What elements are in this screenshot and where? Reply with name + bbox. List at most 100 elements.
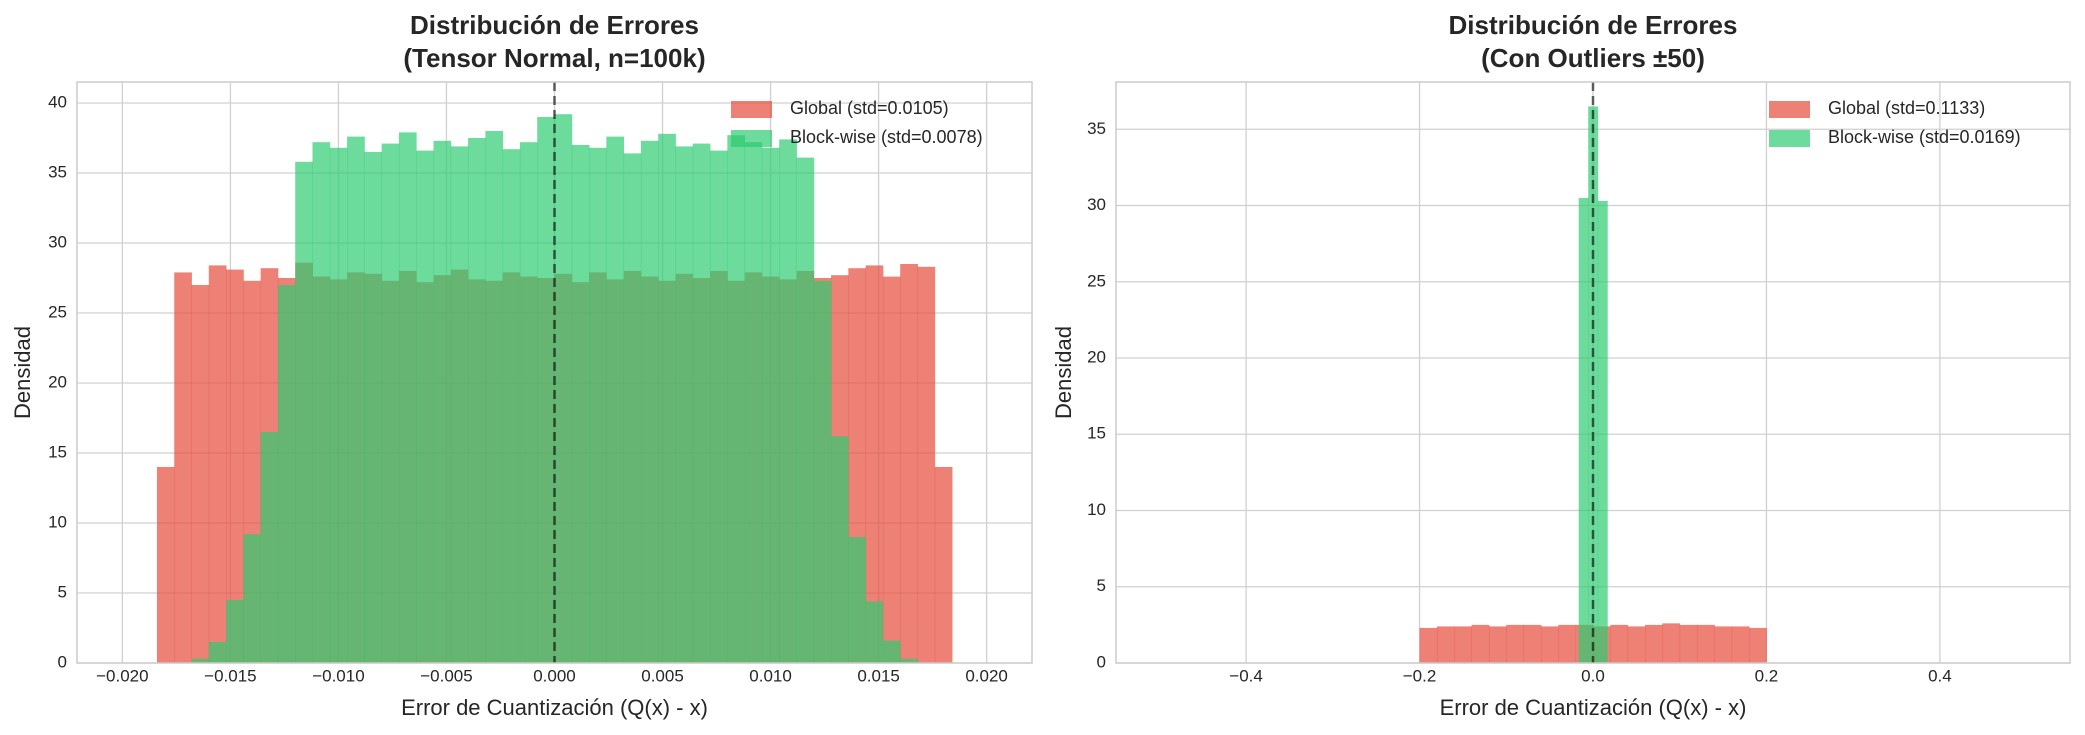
histogram-bar	[468, 138, 486, 663]
x-tick-label: 0.000	[533, 666, 576, 685]
histogram-bar	[1597, 200, 1608, 663]
histogram-bar	[329, 147, 348, 664]
histogram-bar	[692, 143, 711, 664]
histogram-bar	[519, 142, 538, 663]
histogram-bar	[243, 534, 262, 663]
histogram-bar	[450, 146, 469, 663]
y-tick-label: 20	[48, 372, 67, 391]
histogram-bar	[623, 153, 642, 663]
histogram-bar	[1523, 624, 1542, 663]
histogram-bar	[1645, 624, 1663, 663]
histogram-bar	[364, 152, 383, 663]
histogram-bar	[589, 147, 607, 664]
histogram-bar	[1578, 197, 1589, 663]
histogram-bar	[710, 150, 728, 664]
y-tick-label: 10	[1087, 500, 1106, 519]
y-tick-label: 20	[1087, 347, 1106, 366]
y-tick-label: 40	[48, 92, 67, 111]
x-tick-label: 0.015	[857, 666, 900, 685]
histogram-bar	[347, 136, 365, 664]
histogram-bar	[744, 142, 763, 663]
histogram-bar	[658, 133, 676, 664]
legend-label: Block-wise (std=0.0078)	[790, 127, 983, 147]
axes-frame	[76, 81, 1033, 664]
x-axis-label: Error de Cuantización (Q(x) - x)	[1440, 695, 1747, 720]
x-tick-label: 0.010	[749, 666, 792, 685]
histogram-bar	[640, 140, 659, 664]
histogram-bar	[208, 642, 227, 663]
histogram-bar	[433, 140, 452, 664]
y-tick-label: 35	[1087, 119, 1106, 138]
histogram-bar	[865, 601, 884, 663]
histogram-bar	[1731, 626, 1750, 663]
histogram-bar	[398, 132, 417, 663]
histogram-bar	[900, 264, 918, 663]
histogram-bar	[1610, 624, 1629, 663]
legend-label: Global (std=0.1133)	[1828, 98, 1985, 118]
y-axis-label: Densidad	[1051, 326, 1076, 419]
histogram-bar	[295, 161, 313, 664]
histogram-bar	[1714, 626, 1733, 663]
x-tick-label: 0.020	[965, 666, 1008, 685]
y-tick-label: 10	[48, 512, 67, 531]
histogram-bar	[226, 600, 244, 663]
x-tick-label: 0.005	[641, 666, 684, 685]
histogram-bar	[727, 135, 746, 663]
histogram-bar	[675, 146, 694, 663]
histogram-bar	[1540, 626, 1559, 663]
histogram-bar	[156, 467, 175, 663]
x-tick-label: 0.4	[1928, 666, 1952, 685]
axes-frame	[1115, 81, 2071, 664]
x-tick-label: −0.010	[312, 666, 364, 685]
histogram-bar	[174, 272, 192, 663]
histogram-bar	[813, 280, 832, 663]
y-tick-label: 30	[1087, 195, 1106, 214]
histogram-bar	[485, 131, 504, 663]
y-axis-label: Densidad	[10, 326, 35, 419]
y-tick-label: 5	[1097, 576, 1106, 595]
histogram-bar	[191, 658, 210, 663]
chart-title: Distribución de Errores	[1449, 10, 1738, 40]
histogram-bar	[1662, 623, 1681, 663]
histogram-bar	[831, 436, 849, 663]
chart-title: (Tensor Normal, n=100k)	[403, 43, 705, 73]
histogram-bar	[277, 285, 296, 663]
y-tick-label: 25	[48, 302, 67, 321]
legend-swatch	[1769, 130, 1810, 147]
x-tick-label: −0.020	[96, 666, 148, 685]
x-tick-label: 0.0	[1581, 666, 1605, 685]
histogram-bar	[554, 114, 573, 663]
histogram-bar	[606, 136, 625, 664]
histogram-bar	[1506, 624, 1525, 663]
y-tick-label: 25	[1087, 271, 1106, 290]
x-tick-label: −0.005	[420, 666, 472, 685]
legend-swatch	[1769, 101, 1810, 118]
y-tick-label: 0	[58, 652, 67, 671]
histogram-bar	[848, 537, 867, 663]
histogram-bar	[1436, 626, 1455, 663]
y-tick-label: 35	[48, 162, 67, 181]
x-tick-label: −0.2	[1403, 666, 1437, 685]
histogram-bar	[882, 640, 901, 663]
histogram-bar	[865, 265, 884, 663]
histogram-bar	[381, 143, 400, 664]
histogram-bar	[260, 432, 279, 663]
histogram-bar	[416, 150, 434, 664]
histogram-bar	[900, 658, 918, 663]
histogram-bar	[1419, 627, 1438, 663]
histogram-bar	[761, 147, 780, 664]
histogram-bar	[1558, 624, 1577, 663]
histogram-bar	[917, 266, 936, 663]
histogram-bar	[1454, 626, 1472, 663]
legend-swatch	[731, 101, 772, 118]
x-axis-label: Error de Cuantización (Q(x) - x)	[401, 695, 708, 720]
y-tick-label: 5	[58, 582, 67, 601]
legend-label: Block-wise (std=0.0169)	[1828, 127, 2021, 147]
histogram-bar	[882, 276, 901, 663]
histogram-bar	[1627, 626, 1646, 663]
histogram-bar	[1697, 624, 1715, 663]
histogram-bar	[1679, 624, 1698, 663]
chart-title: Distribución de Errores	[410, 10, 699, 40]
x-tick-label: −0.015	[204, 666, 256, 685]
histogram-bar	[796, 157, 815, 663]
